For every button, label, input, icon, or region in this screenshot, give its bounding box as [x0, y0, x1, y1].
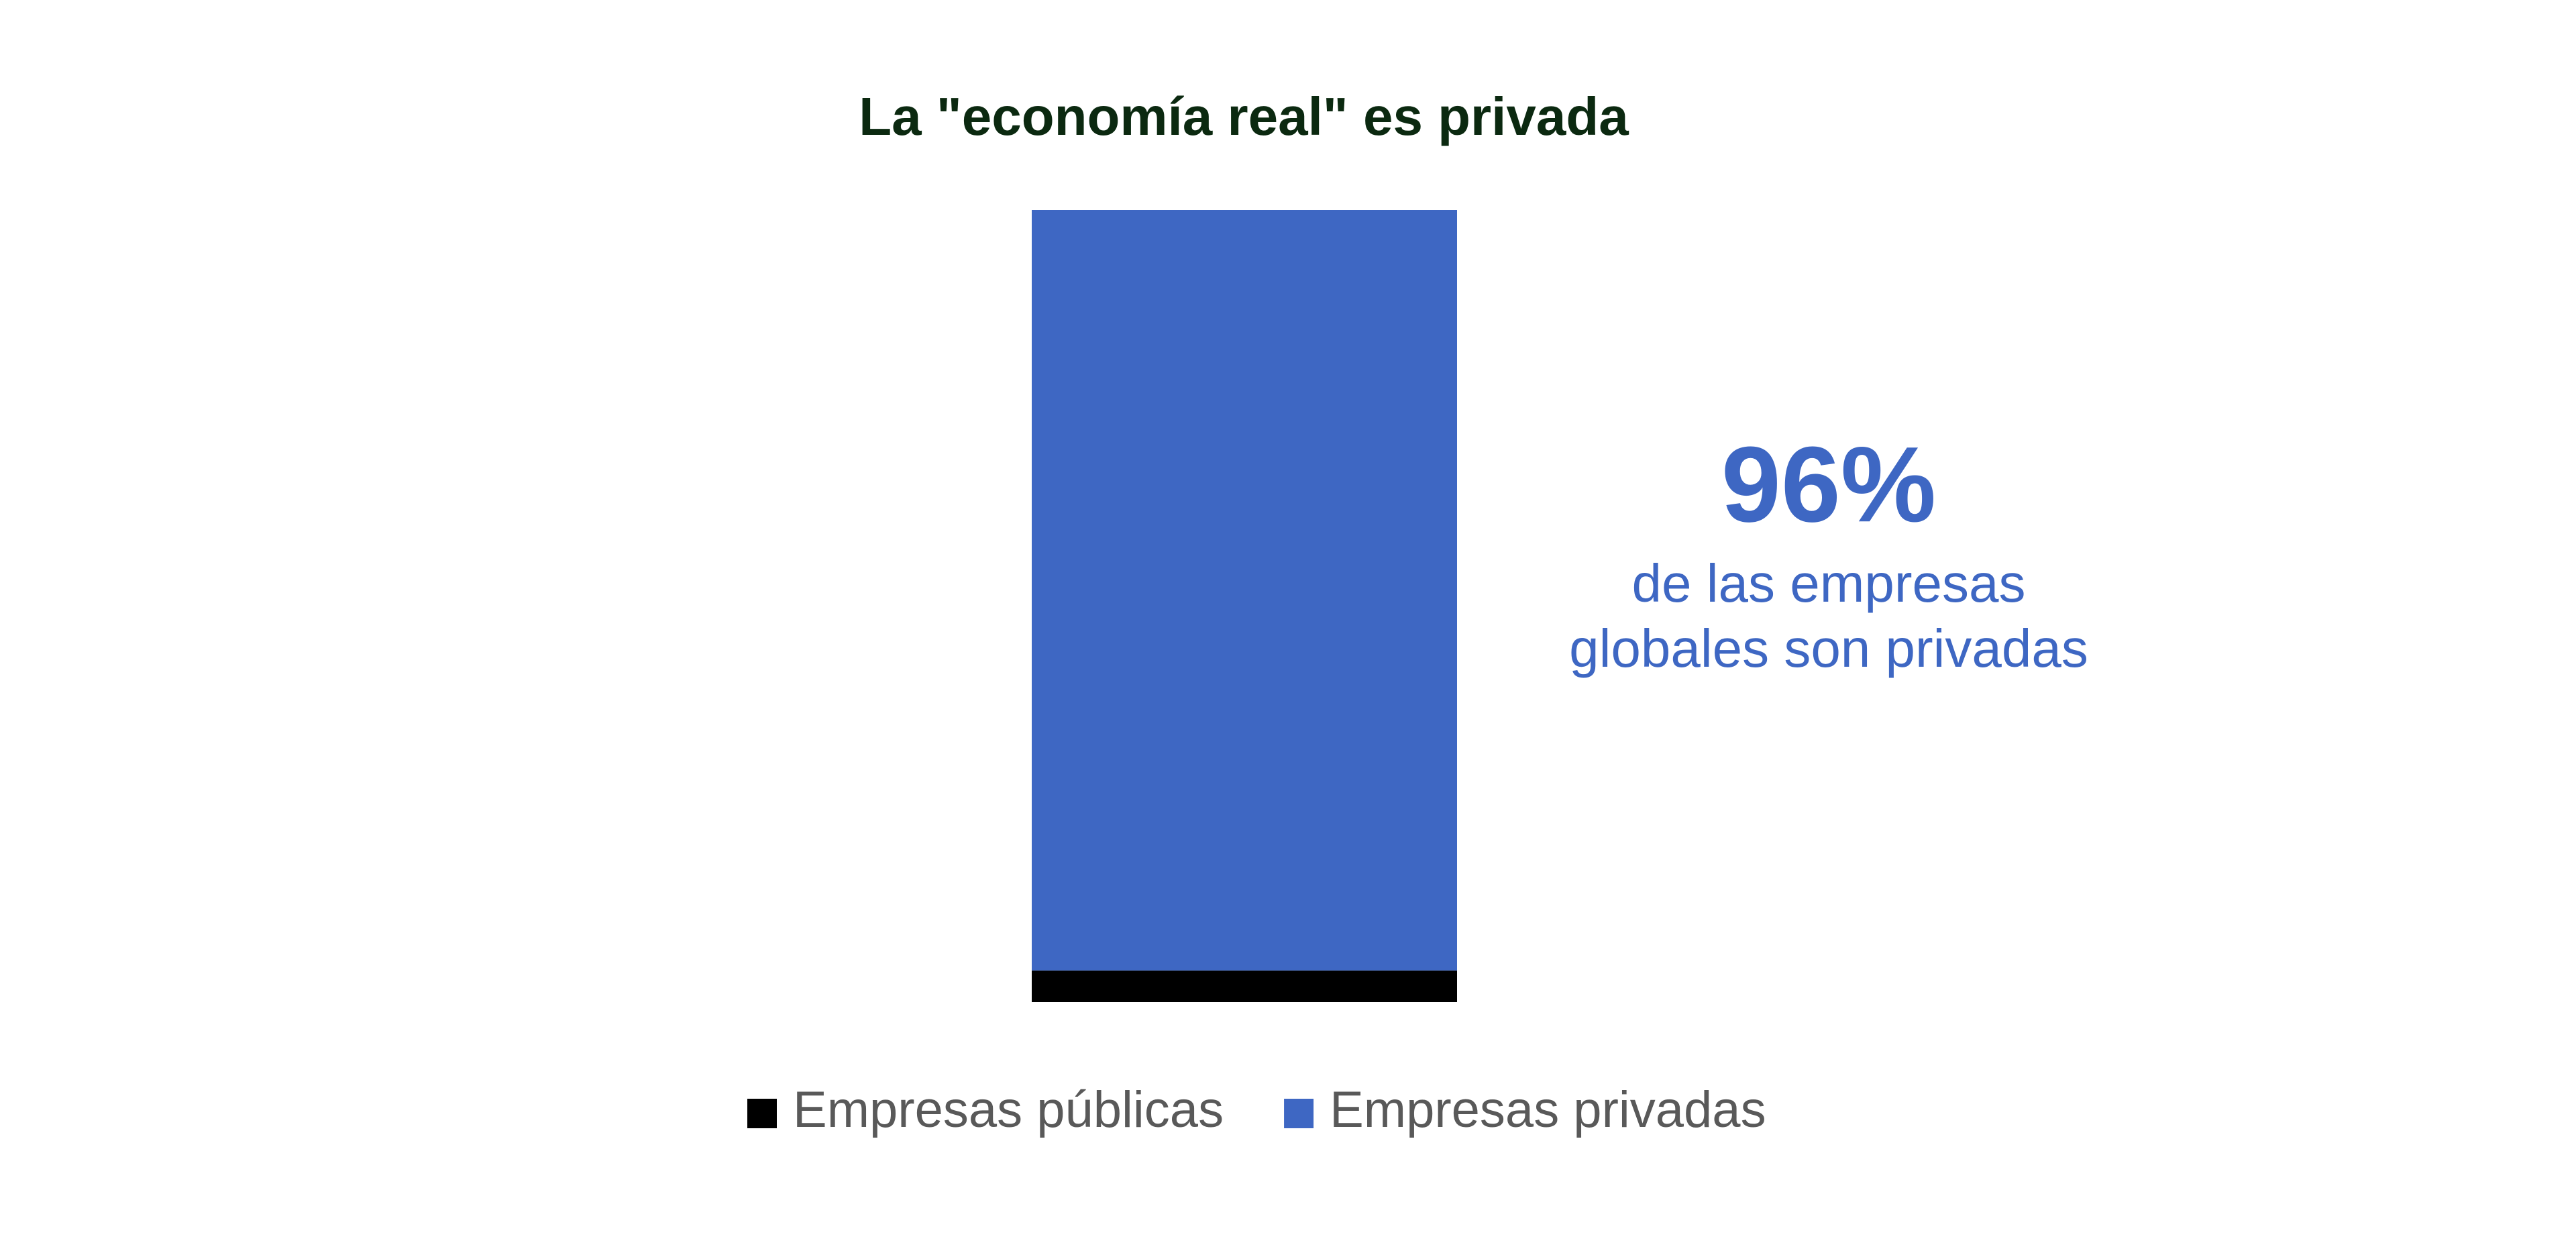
value-label: 96% [1721, 424, 1936, 544]
legend-label: Empresas públicas [793, 1081, 1224, 1138]
bar-segment [1032, 970, 1457, 1002]
annotation: globales son privadas [1569, 618, 2088, 678]
legend-swatch [1284, 1099, 1314, 1128]
legend-label: Empresas privadas [1330, 1081, 1766, 1138]
annotation: de las empresas [1632, 553, 2026, 613]
chart-title: La "economía real" es privada [859, 87, 1629, 146]
bar-segment [1032, 210, 1457, 971]
legend-swatch [747, 1099, 777, 1128]
